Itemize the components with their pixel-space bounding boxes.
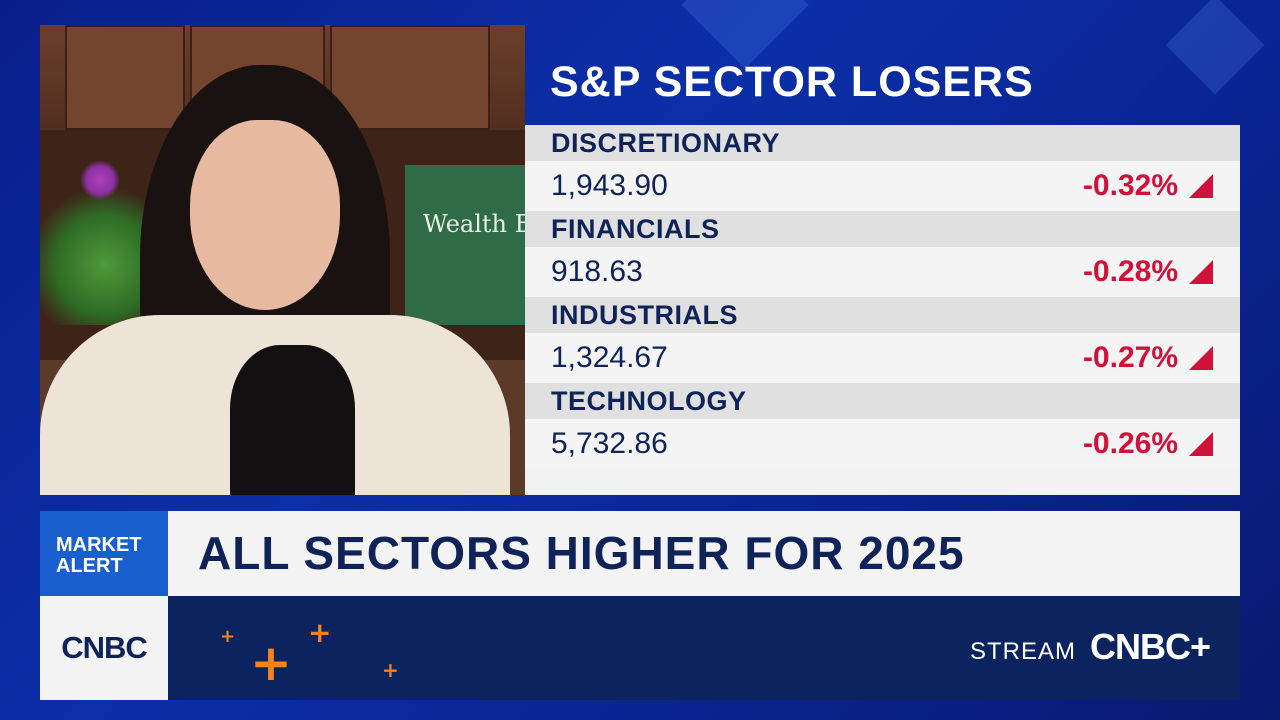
sector-name: INDUSTRIALS [525, 297, 1240, 333]
cnbc-plus-logo: CNBC+ [1089, 626, 1211, 667]
wealth-sign: Wealth Enhance [405, 165, 525, 325]
background-decoration [1165, 0, 1265, 95]
cabinet [330, 25, 490, 130]
plus-icon: + [220, 626, 236, 647]
sector-row: TECHNOLOGY 5,732.86 -0.26% [525, 383, 1240, 469]
guest-shirt [230, 345, 355, 495]
sector-value-row: 1,943.90 -0.32% [525, 161, 1240, 211]
down-triangle-icon [1189, 174, 1213, 198]
sector-name: FINANCIALS [525, 211, 1240, 247]
down-triangle-icon [1189, 432, 1213, 456]
stream-label: STREAM [969, 638, 1076, 665]
sector-value-row: 918.63 -0.28% [525, 247, 1240, 297]
guest-video-feed: Wealth Enhance [40, 25, 525, 495]
headline: ALL SECTORS HIGHER FOR 2025 [168, 511, 1240, 596]
down-triangle-icon [1189, 346, 1213, 370]
plus-icon: + [308, 616, 332, 649]
sector-change: -0.27% [1082, 341, 1178, 374]
sector-change: -0.26% [1082, 427, 1178, 460]
sector-row: FINANCIALS 918.63 -0.28% [525, 211, 1240, 297]
plus-icon: + [382, 658, 399, 682]
stream-cnbc-plus: STREAM CNBC+ [969, 626, 1211, 668]
sector-value-row: 5,732.86 -0.26% [525, 419, 1240, 469]
sector-value-row: 1,324.67 -0.27% [525, 333, 1240, 383]
sector-row: DISCRETIONARY 1,943.90 -0.32% [525, 125, 1240, 211]
down-triangle-icon [1189, 260, 1213, 284]
cnbc-logo: CNBC [40, 596, 168, 700]
sector-value: 1,324.67 [551, 341, 668, 374]
alert-line: MARKET [56, 534, 142, 556]
sector-change: -0.28% [1082, 255, 1178, 288]
sector-value: 5,732.86 [551, 427, 668, 460]
sector-change: -0.32% [1082, 169, 1178, 202]
bottom-bar: + + + + STREAM CNBC+ [168, 596, 1240, 700]
cabinet [65, 25, 185, 130]
sector-row: INDUSTRIALS 1,324.67 -0.27% [525, 297, 1240, 383]
guest-face [190, 120, 340, 310]
panel-title: S&P SECTOR LOSERS [550, 58, 1034, 106]
alert-line: ALERT [56, 555, 123, 577]
market-alert-badge: MARKET ALERT [40, 511, 168, 596]
orchid [80, 160, 120, 200]
plus-icon: + [250, 634, 292, 692]
sector-value: 1,943.90 [551, 169, 668, 202]
sector-losers-table: DISCRETIONARY 1,943.90 -0.32% FINANCIALS … [525, 125, 1240, 495]
sector-name: TECHNOLOGY [525, 383, 1240, 419]
sector-value: 918.63 [551, 255, 643, 288]
sector-name: DISCRETIONARY [525, 125, 1240, 161]
